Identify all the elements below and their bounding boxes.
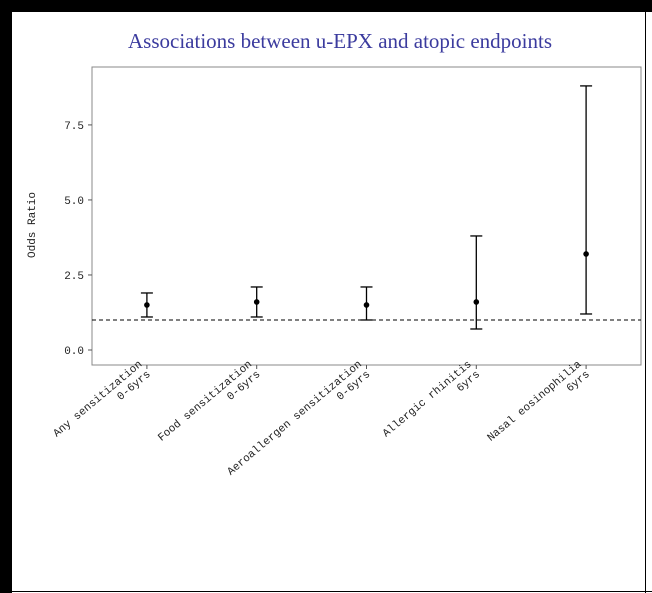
point bbox=[253, 299, 260, 305]
y-tick-label: 2.5 bbox=[64, 271, 84, 283]
y-tick-label: 5.0 bbox=[64, 196, 84, 208]
frame-left bbox=[0, 0, 12, 593]
point bbox=[363, 302, 370, 308]
chart-title: Associations between u-EPX and atopic en… bbox=[128, 29, 552, 53]
point bbox=[144, 302, 150, 308]
point bbox=[583, 251, 589, 257]
point bbox=[473, 299, 480, 305]
y-tick-label: 7.5 bbox=[64, 121, 84, 133]
frame-top bbox=[0, 0, 652, 12]
y-tick-label: 0.0 bbox=[64, 346, 84, 358]
y-axis-label: Odds Ratio bbox=[27, 192, 39, 258]
